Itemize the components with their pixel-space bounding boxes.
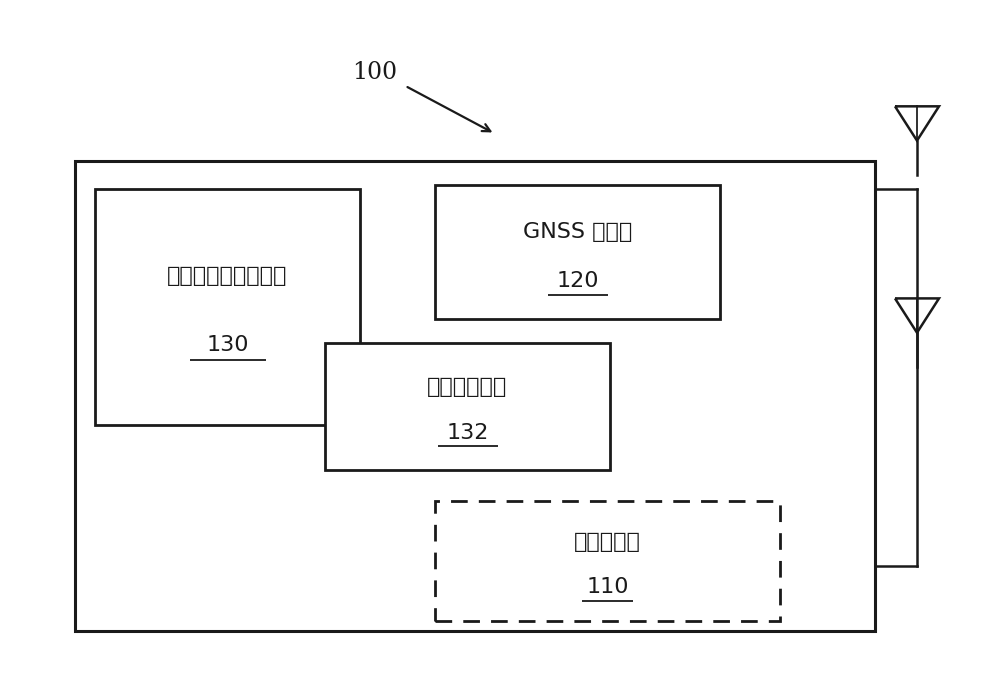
Text: 132: 132	[446, 423, 489, 442]
Bar	[435, 501, 780, 621]
Bar	[435, 185, 720, 319]
Text: 100: 100	[352, 60, 398, 84]
Bar	[75, 161, 875, 631]
Text: GNSS 接收器: GNSS 接收器	[523, 222, 632, 241]
Text: 120: 120	[556, 271, 599, 291]
Text: 130: 130	[206, 335, 249, 355]
Text: 功率控制电路: 功率控制电路	[427, 377, 508, 397]
Bar	[95, 189, 360, 425]
Text: 110: 110	[586, 577, 629, 597]
Text: 信号处理和控制电路: 信号处理和控制电路	[167, 266, 288, 286]
Text: 蜂窝收发器: 蜂窝收发器	[574, 532, 641, 552]
Bar	[325, 343, 610, 470]
